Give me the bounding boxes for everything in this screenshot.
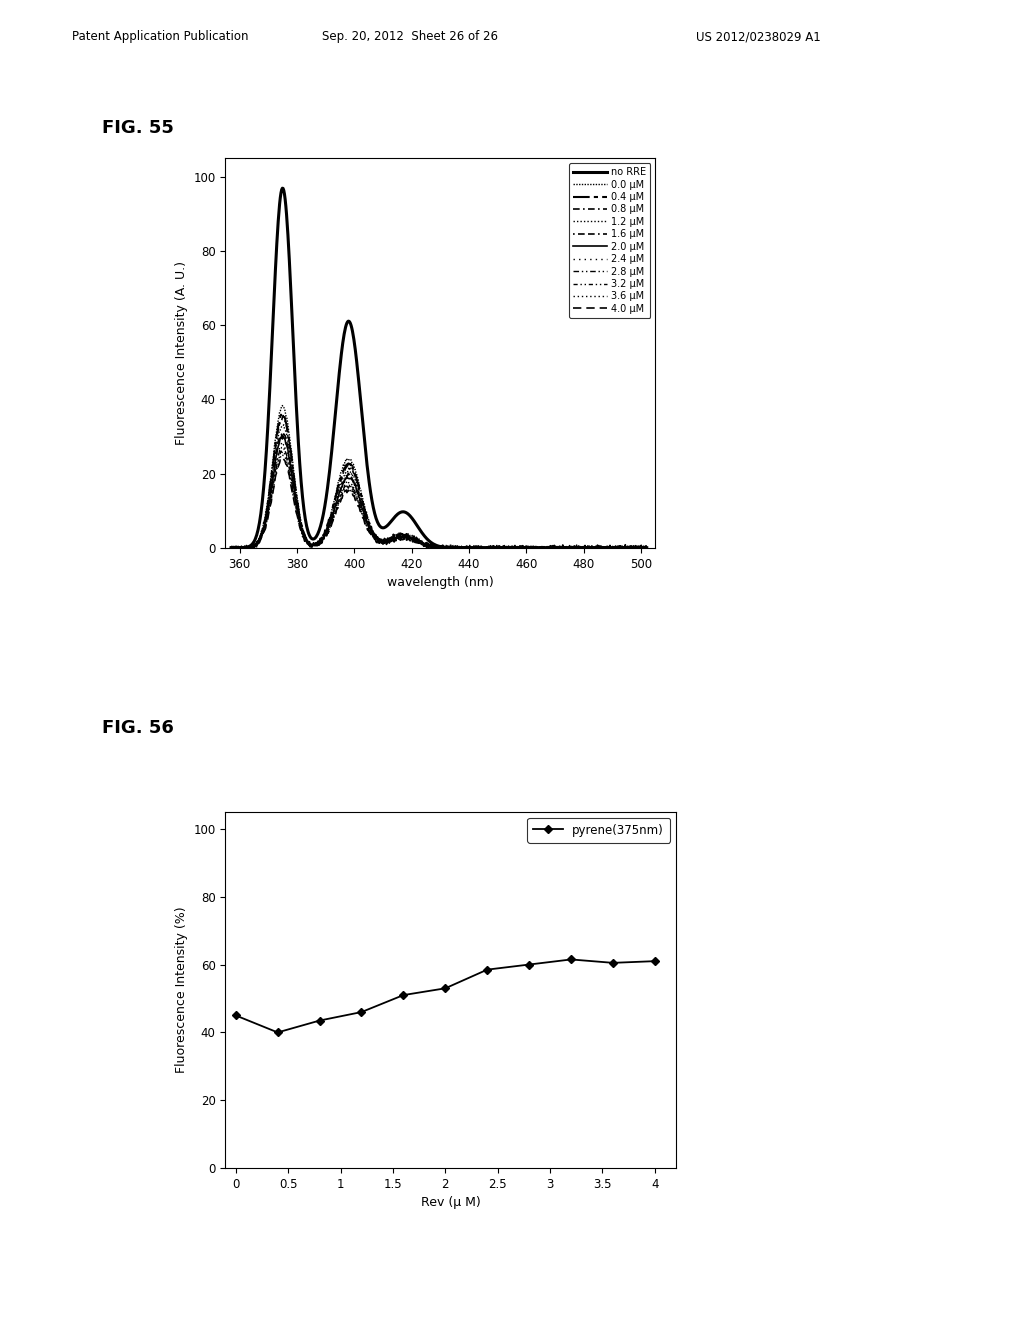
X-axis label: wavelength (nm): wavelength (nm) (387, 576, 494, 589)
Y-axis label: Fluorescence Intensity (A. U.): Fluorescence Intensity (A. U.) (175, 261, 187, 445)
Text: Patent Application Publication: Patent Application Publication (72, 30, 248, 44)
Text: US 2012/0238029 A1: US 2012/0238029 A1 (696, 30, 821, 44)
X-axis label: Rev (μ M): Rev (μ M) (421, 1196, 480, 1209)
Text: Sep. 20, 2012  Sheet 26 of 26: Sep. 20, 2012 Sheet 26 of 26 (322, 30, 498, 44)
Text: FIG. 55: FIG. 55 (102, 119, 174, 137)
Legend: pyrene(375nm): pyrene(375nm) (527, 817, 670, 842)
Y-axis label: Fluorescence Intensity (%): Fluorescence Intensity (%) (175, 907, 187, 1073)
Legend: no RRE, 0.0 μM, 0.4 μM, 0.8 μM, 1.2 μM, 1.6 μM, 2.0 μM, 2.4 μM, 2.8 μM, 3.2 μM, : no RRE, 0.0 μM, 0.4 μM, 0.8 μM, 1.2 μM, … (568, 164, 650, 318)
Text: FIG. 56: FIG. 56 (102, 719, 174, 738)
